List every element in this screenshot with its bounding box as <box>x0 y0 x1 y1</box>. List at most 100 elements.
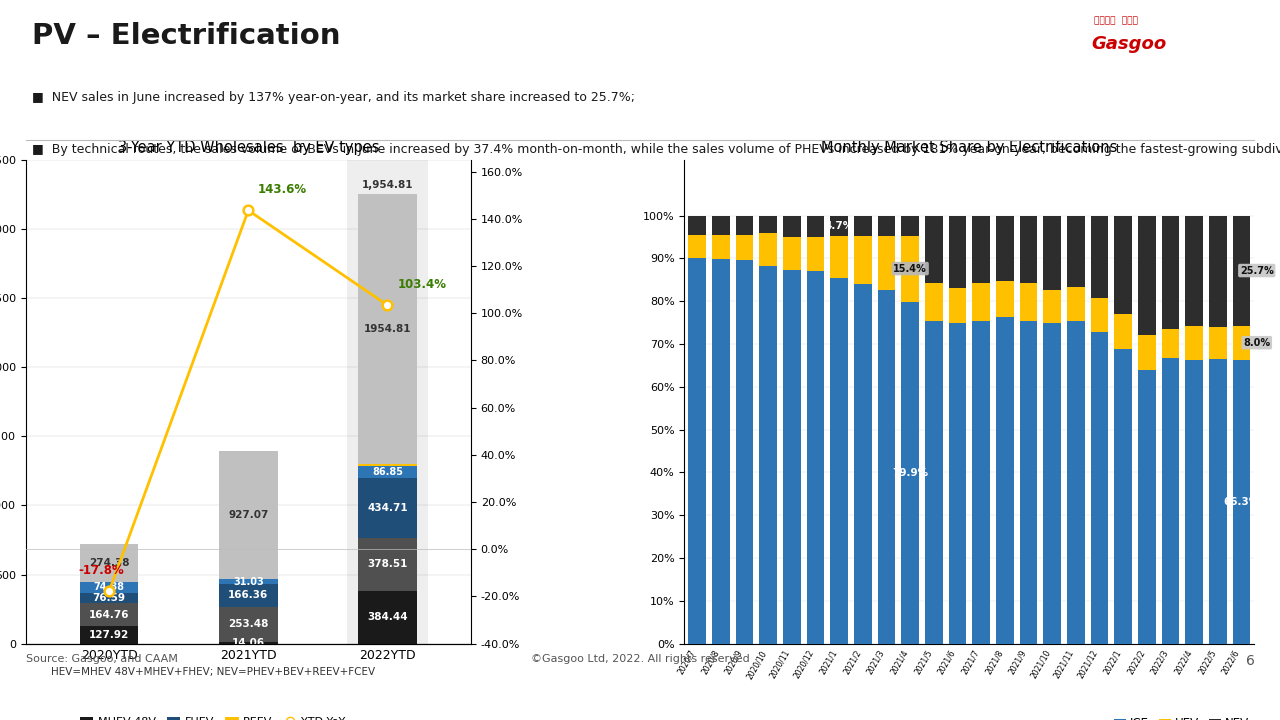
Bar <box>878 235 896 289</box>
Text: 25.7%: 25.7% <box>1240 266 1274 276</box>
Bar <box>358 194 417 464</box>
Bar <box>1043 289 1061 323</box>
Text: 164.76: 164.76 <box>88 610 129 620</box>
Bar <box>973 321 989 644</box>
Text: 66.3%: 66.3% <box>1224 497 1260 507</box>
Bar <box>219 580 278 584</box>
Bar <box>854 235 872 284</box>
Bar <box>79 603 138 626</box>
Bar <box>925 321 943 644</box>
Bar <box>712 259 730 644</box>
Text: 143.6%: 143.6% <box>259 183 307 196</box>
Bar <box>1138 215 1156 336</box>
Bar <box>996 281 1014 318</box>
Bar <box>1114 348 1132 644</box>
Text: 79.9%: 79.9% <box>892 467 928 477</box>
Bar <box>831 278 849 644</box>
Text: 166.36: 166.36 <box>228 590 269 600</box>
Bar <box>358 539 417 590</box>
Bar <box>1161 215 1179 328</box>
Bar <box>948 215 966 288</box>
Bar <box>1161 328 1179 358</box>
Bar <box>901 235 919 302</box>
Bar <box>925 215 943 283</box>
Text: -17.8%: -17.8% <box>78 564 124 577</box>
Bar <box>1091 215 1108 298</box>
Bar <box>358 590 417 644</box>
Text: PV – Electrification: PV – Electrification <box>32 22 340 50</box>
Bar <box>759 215 777 233</box>
Bar <box>1161 358 1179 644</box>
Bar <box>358 466 417 478</box>
Bar <box>878 289 896 644</box>
Bar <box>1114 215 1132 314</box>
Text: 434.71: 434.71 <box>367 503 408 513</box>
Bar <box>1020 321 1037 644</box>
Text: HEV=MHEV 48V+MHEV+FHEV; NEV=PHEV+BEV+REEV+FCEV: HEV=MHEV 48V+MHEV+FHEV; NEV=PHEV+BEV+REE… <box>51 667 375 677</box>
Text: 盖世汽车  研究院: 盖世汽车 研究院 <box>1094 16 1138 24</box>
Text: 1954.81: 1954.81 <box>364 324 411 334</box>
Legend: ICE, HEV, NEV: ICE, HEV, NEV <box>1108 712 1254 720</box>
Bar <box>1208 215 1226 327</box>
Text: ■  NEV sales in June increased by 137% year-on-year, and its market share increa: ■ NEV sales in June increased by 137% ye… <box>32 91 635 104</box>
Bar <box>1091 333 1108 644</box>
Bar <box>219 584 278 607</box>
Text: 15.4%: 15.4% <box>893 264 927 274</box>
Bar <box>1068 321 1084 644</box>
Text: 8.0%: 8.0% <box>1243 338 1270 348</box>
Bar <box>878 215 896 235</box>
Bar <box>1208 359 1226 644</box>
Bar <box>854 215 872 235</box>
Bar <box>948 288 966 323</box>
Bar <box>79 582 138 593</box>
Text: 274.38: 274.38 <box>88 558 129 568</box>
Bar <box>1068 215 1084 287</box>
Bar <box>736 260 754 644</box>
Text: 378.51: 378.51 <box>367 559 408 570</box>
Text: 74.88: 74.88 <box>93 582 124 593</box>
Bar <box>1068 287 1084 321</box>
Bar <box>1138 336 1156 369</box>
Bar <box>689 215 707 235</box>
Bar <box>1020 215 1037 283</box>
Bar <box>347 160 428 644</box>
Bar <box>1185 215 1203 325</box>
Text: 4.7%: 4.7% <box>824 220 854 230</box>
Bar <box>973 215 989 283</box>
Bar <box>79 544 138 582</box>
Bar <box>759 266 777 644</box>
Bar <box>689 235 707 258</box>
Bar <box>806 271 824 644</box>
Text: 6: 6 <box>1245 654 1254 668</box>
Text: 86.85: 86.85 <box>372 467 403 477</box>
Title: Monthly Market Share by Electrifications: Monthly Market Share by Electrifications <box>822 140 1117 155</box>
Text: 103.4%: 103.4% <box>397 278 447 291</box>
Bar <box>1233 215 1251 325</box>
Text: 127.92: 127.92 <box>90 630 129 640</box>
Bar <box>1233 360 1251 644</box>
Text: Gasgoo: Gasgoo <box>1092 35 1167 53</box>
Bar <box>1114 314 1132 348</box>
Bar <box>806 238 824 271</box>
Bar <box>1233 325 1251 360</box>
Bar <box>1138 369 1156 644</box>
Bar <box>358 478 417 539</box>
Bar <box>1185 360 1203 644</box>
Text: 14.06: 14.06 <box>232 638 265 648</box>
Bar <box>831 235 849 278</box>
Bar <box>948 323 966 644</box>
Bar <box>79 593 138 603</box>
Bar <box>996 215 1014 281</box>
Legend: MHEV 48V, MHEV, FHEV, PHEV, REEV, BEV, YTD YoY: MHEV 48V, MHEV, FHEV, PHEV, REEV, BEV, Y… <box>76 712 349 720</box>
Bar <box>736 215 754 235</box>
Bar <box>901 215 919 235</box>
Bar <box>1208 327 1226 359</box>
Bar <box>689 258 707 644</box>
Bar <box>996 318 1014 644</box>
Bar <box>783 238 801 270</box>
Bar <box>1185 325 1203 360</box>
Bar <box>901 302 919 644</box>
Text: 253.48: 253.48 <box>228 619 269 629</box>
Text: Source: Gasgoo, and CAAM: Source: Gasgoo, and CAAM <box>26 654 178 664</box>
Bar <box>219 451 278 579</box>
